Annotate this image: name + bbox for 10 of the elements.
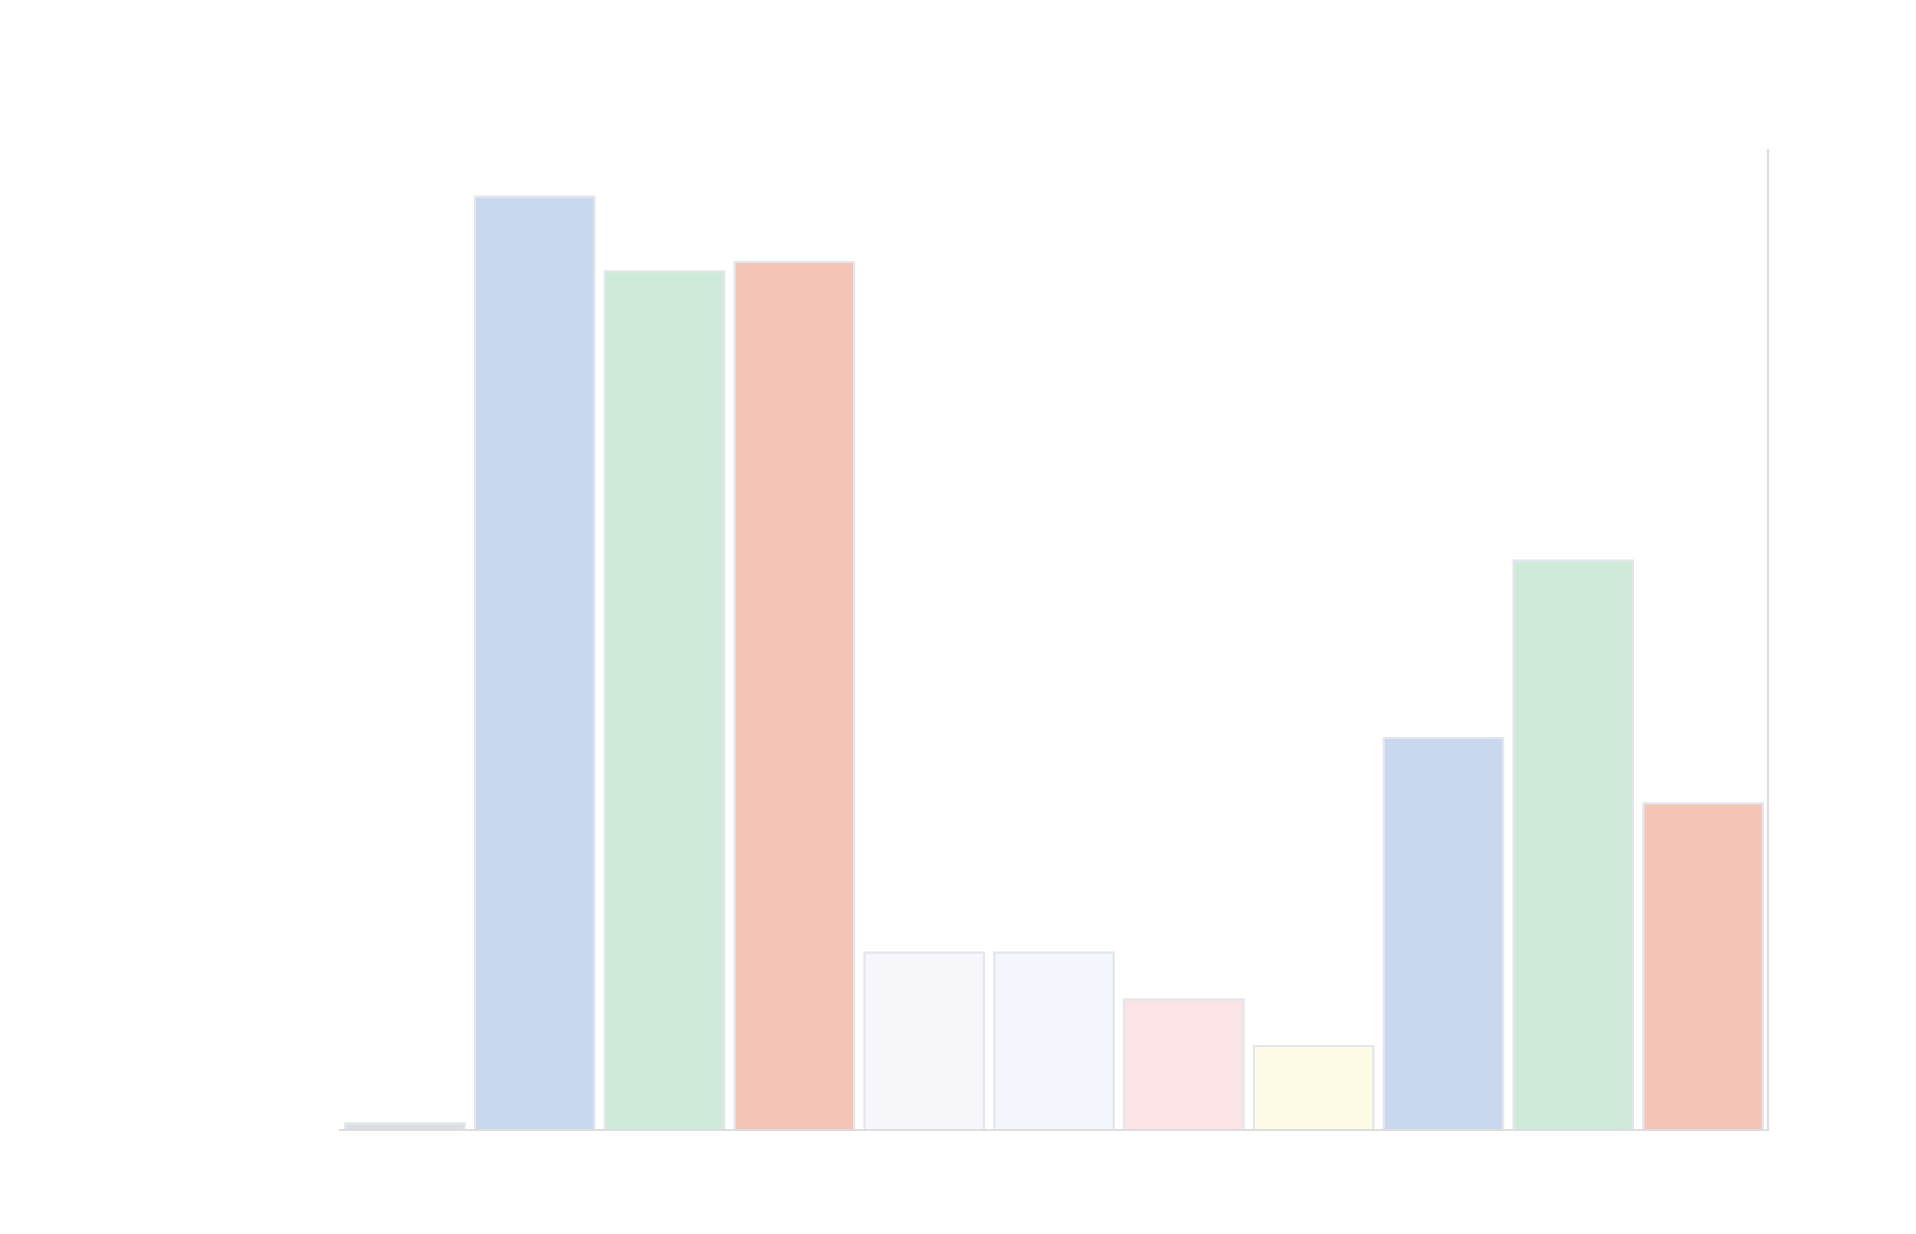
bar: [1252, 1044, 1375, 1130]
bar: [993, 951, 1115, 1130]
bar: [733, 260, 856, 1130]
bar: [1382, 736, 1505, 1130]
bar: [473, 195, 596, 1130]
bar: [863, 951, 986, 1130]
bar: [1642, 802, 1764, 1130]
bar: [603, 270, 726, 1130]
bar: [1512, 559, 1635, 1130]
bar: [1122, 998, 1245, 1130]
